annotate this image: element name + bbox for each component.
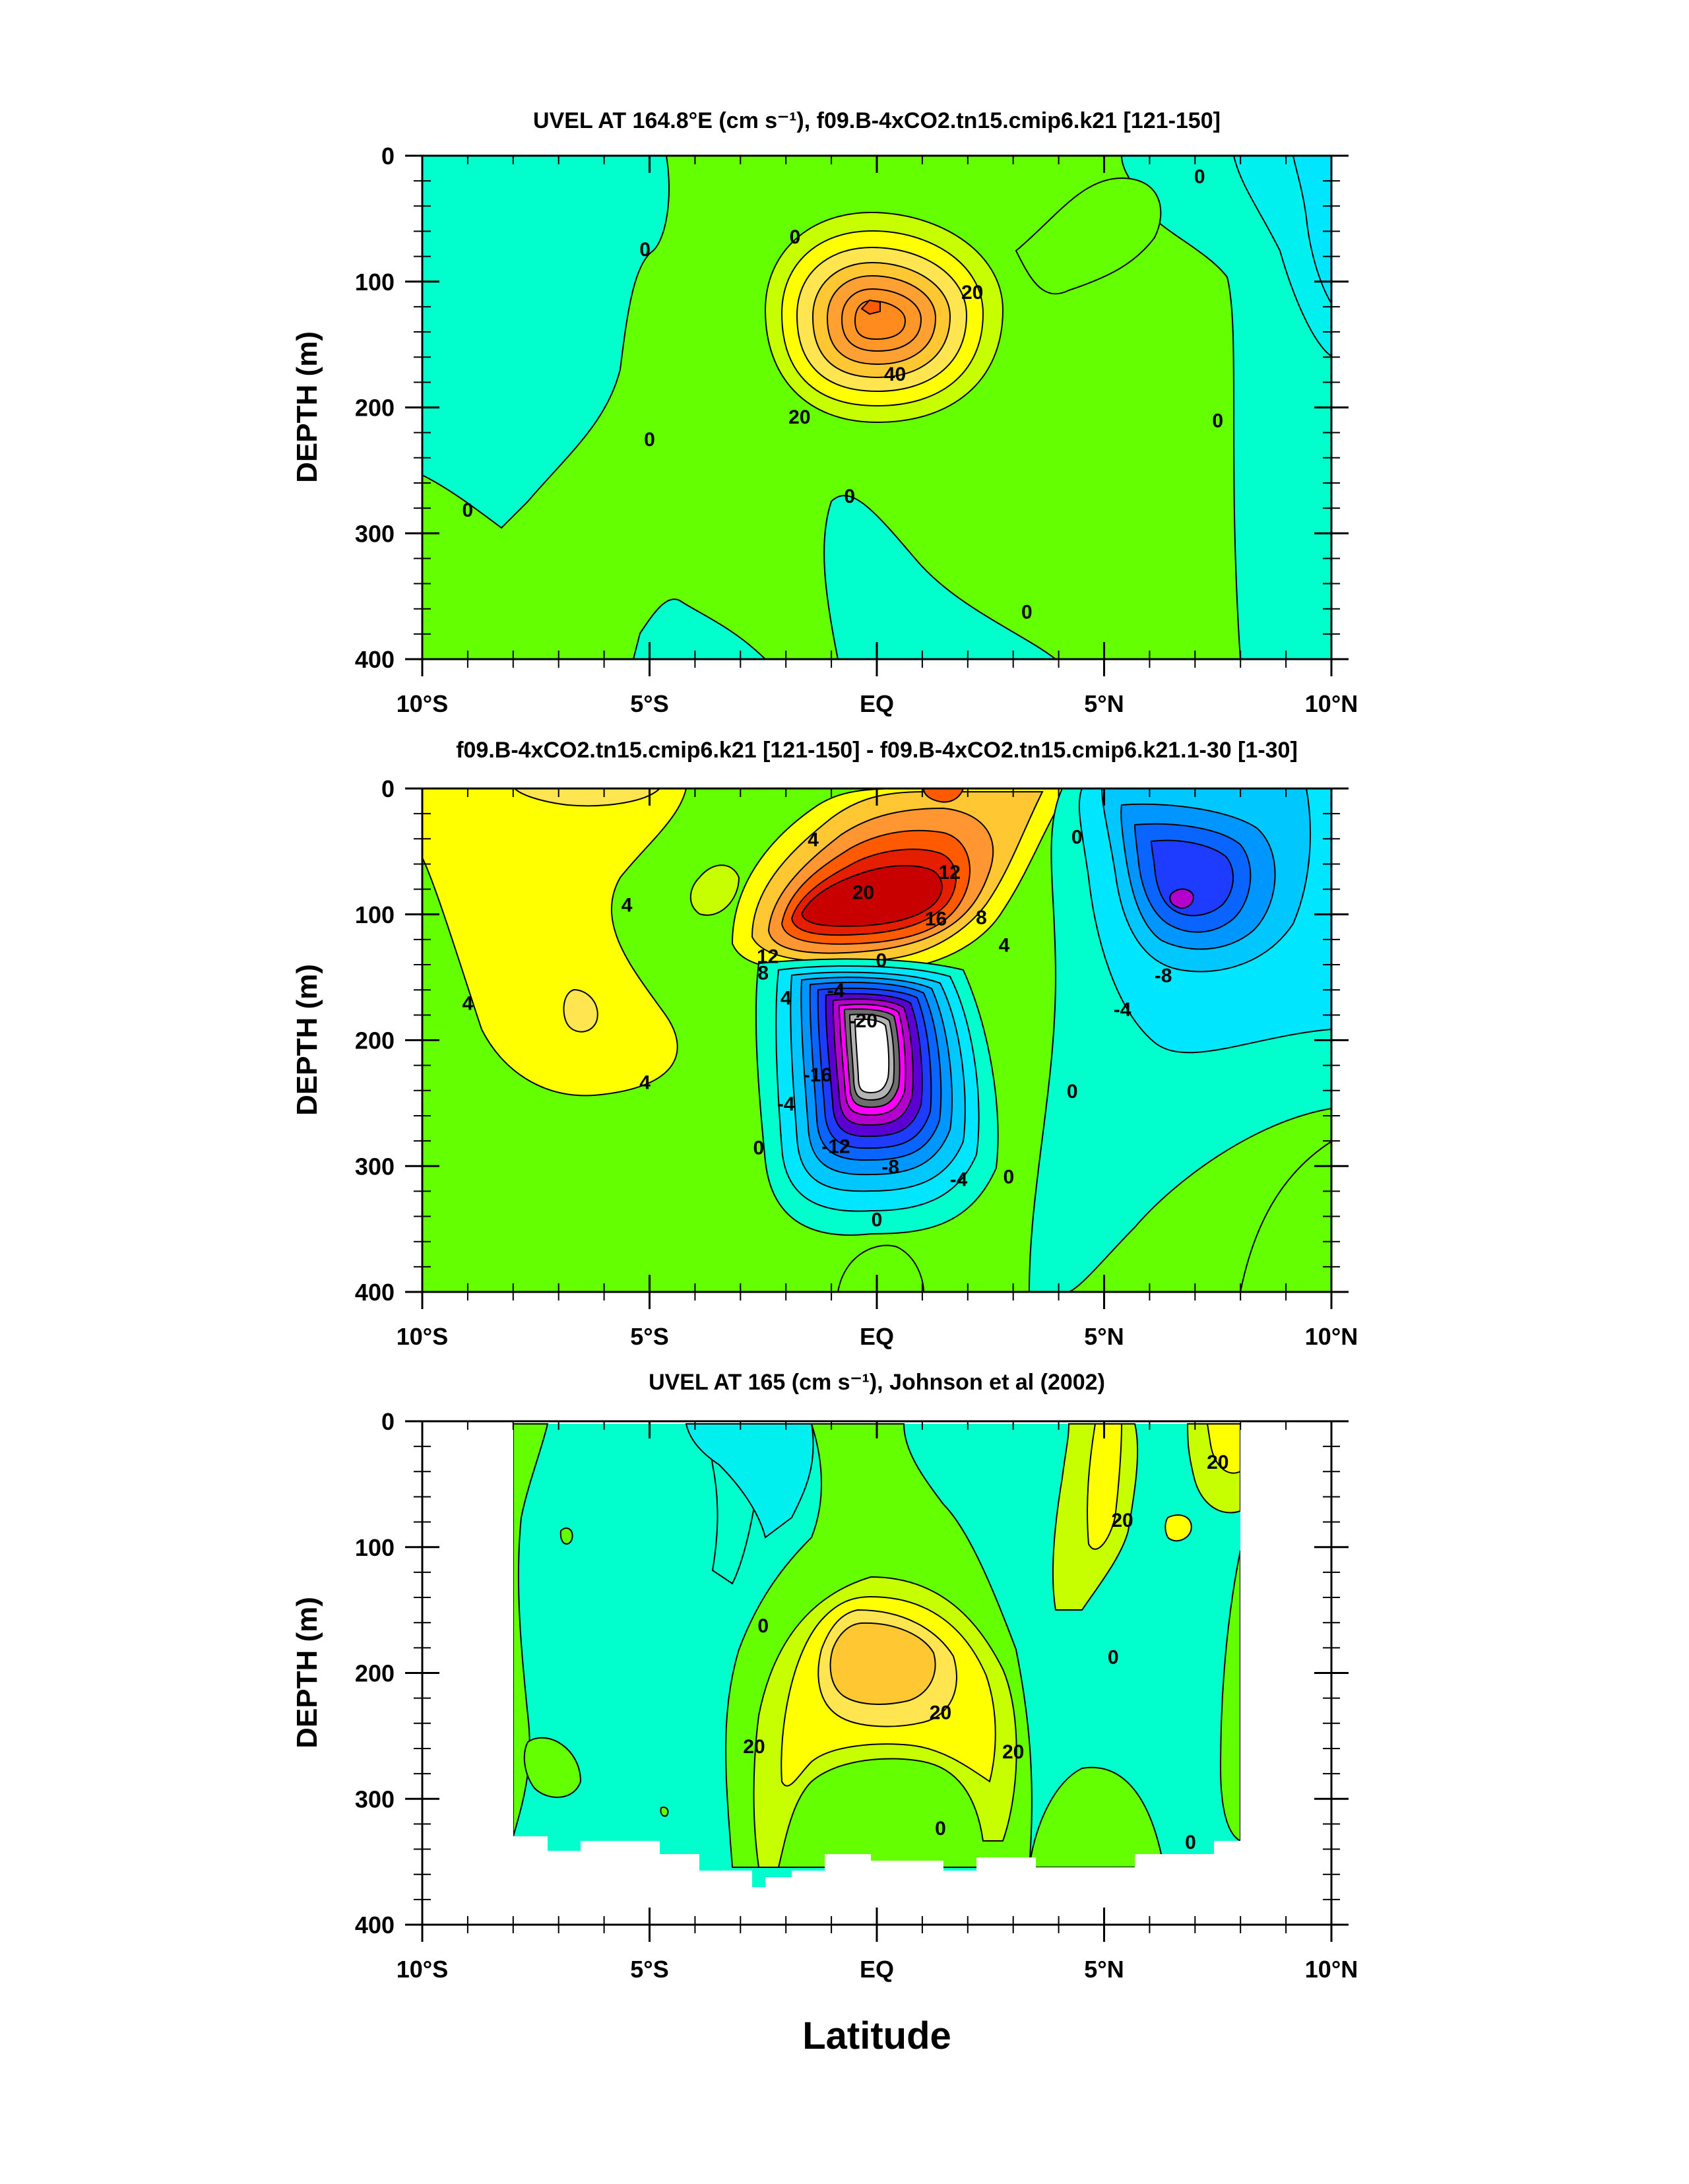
contour-label: 4 xyxy=(639,1072,651,1093)
contour-label: -20 xyxy=(849,1010,877,1032)
x-tick-label: 5°S xyxy=(630,1323,668,1350)
panel-1-contour-labels: 0 0 20 40 20 0 0 0 0 0 0 xyxy=(462,166,1224,624)
contour-label: 0 xyxy=(639,239,651,261)
y-tick-label: 100 xyxy=(355,269,395,296)
x-tick-label: 10°N xyxy=(1305,690,1358,717)
contour-label: 0 xyxy=(644,429,655,451)
panel-1-contour-fill xyxy=(422,156,1331,659)
contour-label: 0 xyxy=(1108,1647,1119,1669)
panel-3-contour-fill xyxy=(422,1421,1331,1925)
contour-label: 20 xyxy=(961,282,983,304)
y-tick-label: 400 xyxy=(355,1911,395,1939)
contour-label: 0 xyxy=(872,1209,883,1231)
contour-label: 0 xyxy=(1185,1832,1196,1853)
y-tick-label: 300 xyxy=(355,1785,395,1813)
y-tick-label: 200 xyxy=(355,395,395,422)
x-tick-label: 5°N xyxy=(1084,690,1124,717)
contour-label: 20 xyxy=(1002,1741,1024,1763)
contour-label: 0 xyxy=(876,949,887,971)
contour-label: -8 xyxy=(881,1156,899,1178)
x-tick-label: 10°S xyxy=(397,1956,448,1983)
panel-2-contour-fill xyxy=(422,788,1331,1292)
contour-label: -12 xyxy=(821,1136,850,1158)
panel-3-contour-labels: 20 20 0 0 20 20 20 0 0 xyxy=(743,1452,1228,1853)
contour-label: 4 xyxy=(621,894,633,916)
contour-label: 0 xyxy=(753,1138,765,1159)
contour-label: 0 xyxy=(1212,410,1223,432)
contour-label: -8 xyxy=(1155,965,1172,986)
panel-2: f09.B-4xCO2.tn15.cmip6.k21 [121-150] - f… xyxy=(291,738,1358,1350)
x-tick-label: 5°N xyxy=(1084,1323,1124,1350)
y-tick-label: 0 xyxy=(381,1408,395,1435)
panel-3: UVEL AT 165 (cm s⁻¹), Johnson et al (200… xyxy=(291,1370,1358,2057)
x-tick-label: EQ xyxy=(860,1956,894,1983)
contour-label: 16 xyxy=(925,908,947,930)
contour-label: 12 xyxy=(939,862,961,883)
contour-label: -4 xyxy=(827,980,845,1002)
y-tick-label: 100 xyxy=(355,1534,395,1561)
y-tick-label: 200 xyxy=(355,1660,395,1687)
contour-label: -16 xyxy=(804,1064,832,1086)
x-tick-label: EQ xyxy=(860,690,894,717)
x-tick-label: EQ xyxy=(860,1323,894,1350)
contour-label: 0 xyxy=(1067,1081,1078,1103)
y-tick-label: 0 xyxy=(381,775,395,802)
y-tick-label: 100 xyxy=(355,901,395,928)
contour-label: 8 xyxy=(757,962,769,984)
contour-label: 20 xyxy=(743,1736,765,1758)
x-tick-label: 5°S xyxy=(630,690,668,717)
contour-label: 20 xyxy=(1111,1510,1133,1531)
y-tick-label: 400 xyxy=(355,646,395,673)
x-tick-label: 5°N xyxy=(1084,1956,1124,1983)
x-axis-label: Latitude xyxy=(802,2014,951,2057)
contour-label: -4 xyxy=(950,1169,968,1190)
y-tick-label: 0 xyxy=(381,143,395,170)
contour-label: 0 xyxy=(462,499,474,521)
y-tick-label: 300 xyxy=(355,520,395,547)
contour-label: 20 xyxy=(852,882,874,903)
contour-label: 20 xyxy=(1207,1452,1228,1473)
panel-1-ylabel: DEPTH (m) xyxy=(291,331,323,483)
contour-label: 0 xyxy=(1194,166,1205,188)
panel-1: UVEL AT 164.8°E (cm s⁻¹), f09.B-4xCO2.tn… xyxy=(291,108,1358,717)
y-tick-label: 400 xyxy=(355,1279,395,1306)
contour-label: 4 xyxy=(462,992,474,1014)
x-tick-label: 5°S xyxy=(630,1956,668,1983)
contour-label: 0 xyxy=(757,1615,769,1637)
contour-label: 40 xyxy=(884,364,906,385)
contour-label: 0 xyxy=(935,1818,946,1840)
contour-label: 4 xyxy=(999,935,1010,957)
contour-label: -4 xyxy=(777,1093,795,1115)
contour-label: 0 xyxy=(1021,602,1033,624)
contour-label: 12 xyxy=(757,946,779,968)
y-tick-label: 200 xyxy=(355,1027,395,1054)
contour-label: 20 xyxy=(930,1702,951,1724)
panel-3-ylabel: DEPTH (m) xyxy=(291,1597,323,1749)
contour-label: 0 xyxy=(844,486,855,507)
contour-label: 4 xyxy=(808,829,819,851)
contour-label: 0 xyxy=(1071,826,1083,848)
panel-2-ylabel: DEPTH (m) xyxy=(291,964,323,1116)
contour-label: 0 xyxy=(1003,1167,1014,1188)
panel-2-title: f09.B-4xCO2.tn15.cmip6.k21 [121-150] - f… xyxy=(456,738,1298,763)
contour-label: 8 xyxy=(976,907,987,929)
x-tick-label: 10°N xyxy=(1305,1323,1358,1350)
panel-3-title: UVEL AT 165 (cm s⁻¹), Johnson et al (200… xyxy=(649,1370,1105,1395)
y-tick-label: 300 xyxy=(355,1153,395,1180)
contour-label: 20 xyxy=(788,406,810,428)
contour-label: 0 xyxy=(790,226,801,248)
x-tick-label: 10°S xyxy=(397,1323,448,1350)
x-tick-label: 10°S xyxy=(397,690,448,717)
panel-1-title: UVEL AT 164.8°E (cm s⁻¹), f09.B-4xCO2.tn… xyxy=(533,108,1221,133)
x-tick-label: 10°N xyxy=(1305,1956,1358,1983)
contour-label: -4 xyxy=(1114,999,1131,1021)
contour-label: 4 xyxy=(781,988,792,1010)
